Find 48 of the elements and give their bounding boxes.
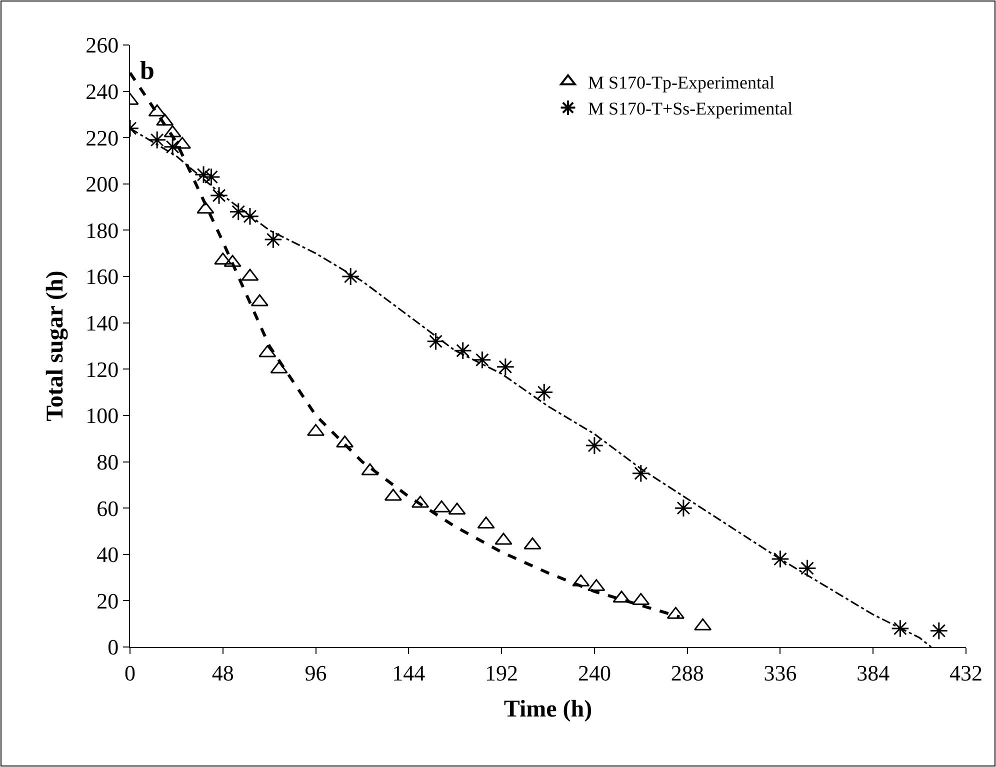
point [426, 332, 445, 351]
x-tick-label: 432 [950, 660, 982, 686]
y-tick-label: 60 [96, 496, 119, 521]
point [798, 559, 816, 578]
y-tick-label: 20 [96, 588, 119, 614]
x-tick-label: 240 [578, 660, 611, 686]
y-tick-label: 100 [86, 403, 119, 428]
y-tick-label: 220 [86, 125, 119, 150]
legend-label: M S170-Tp-Experimental [588, 72, 774, 92]
point [229, 202, 248, 221]
point [674, 498, 693, 518]
point [264, 230, 282, 249]
point [585, 436, 604, 455]
point [891, 619, 910, 638]
x-tick-label: 384 [856, 660, 890, 686]
point [930, 622, 948, 640]
y-axis-title: Total sugar (h) [42, 270, 69, 422]
point [632, 464, 650, 482]
y-tick-label: 160 [86, 264, 119, 290]
x-tick-label: 96 [304, 660, 327, 686]
y-tick-label: 120 [86, 356, 119, 382]
point [210, 186, 228, 205]
point [473, 350, 492, 370]
x-tick-label: 192 [485, 660, 518, 686]
y-tick-label: 200 [86, 172, 119, 197]
y-tick-label: 0 [108, 634, 119, 660]
x-tick-label: 0 [124, 660, 136, 686]
y-tick-label: 140 [86, 310, 119, 336]
point [771, 550, 790, 568]
point [148, 130, 166, 150]
y-tick-label: 180 [86, 218, 119, 243]
x-tick-label: 144 [392, 660, 426, 686]
x-tick-label: 288 [670, 660, 704, 686]
x-axis-title: Time (h) [504, 696, 592, 723]
y-tick-label: 40 [96, 542, 119, 568]
y-tick-label: 260 [86, 32, 119, 58]
point [163, 138, 182, 156]
y-tick-label: 80 [96, 449, 119, 474]
point [240, 207, 260, 226]
point [534, 383, 554, 402]
legend-label: M S170-T+Ss-Experimental [588, 98, 793, 119]
annotation: b [140, 56, 154, 85]
point [341, 267, 360, 286]
y-tick-label: 240 [86, 79, 119, 104]
point [454, 341, 472, 360]
point [496, 358, 515, 376]
x-tick-label: 48 [212, 660, 234, 686]
x-tick-label: 336 [764, 660, 797, 686]
